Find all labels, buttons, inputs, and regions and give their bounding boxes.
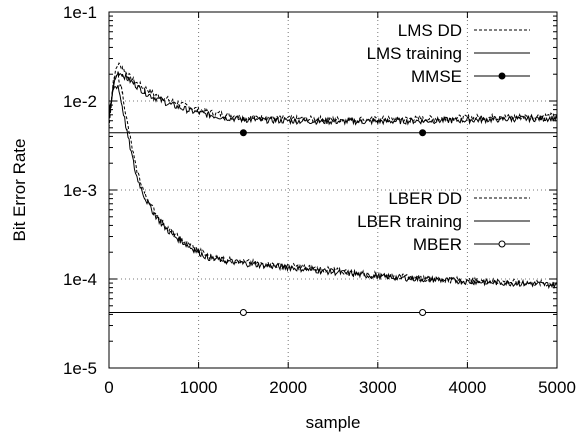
- y-tick-label: 1e-3: [63, 181, 97, 200]
- data-point-mber: [419, 309, 427, 317]
- legend-label-mber: MBER: [413, 235, 462, 254]
- legend: LMS DD LMS training MMSE LBER DD LBER traini…: [357, 21, 530, 254]
- axis-ticks: [108, 11, 558, 369]
- data-point-mber: [239, 309, 247, 317]
- x-tick-label: 1000: [180, 378, 218, 397]
- y-tick-label: 1e-1: [63, 3, 97, 22]
- legend-label-mmse: MMSE: [411, 67, 462, 86]
- legend-label-lber-dd: LBER DD: [388, 189, 462, 208]
- legend-marker-mmse: [498, 72, 506, 80]
- series-line-lber-dd: [108, 71, 558, 288]
- x-tick-label: 3000: [359, 378, 397, 397]
- y-tick-label: 1e-2: [63, 92, 97, 111]
- y-axis-title: Bit Error Rate: [10, 139, 29, 242]
- series-lines: [108, 62, 558, 313]
- x-tick-label: 4000: [448, 378, 486, 397]
- legend-marker-mber: [498, 240, 506, 248]
- data-point-mmse: [239, 129, 247, 137]
- y-tick-label: 1e-5: [63, 359, 97, 378]
- grid: [109, 12, 557, 368]
- legend-label-lms-training: LMS training: [367, 44, 462, 63]
- legend-label-lber-training: LBER training: [357, 212, 462, 231]
- x-tick-label: 0: [104, 378, 113, 397]
- y-tick-label: 1e-4: [63, 270, 97, 289]
- x-axis-title: sample: [306, 413, 361, 432]
- legend-label-lms-dd: LMS DD: [398, 21, 462, 40]
- data-point-mmse: [419, 129, 427, 137]
- series-line-lber-training: [108, 85, 558, 290]
- x-tick-label: 2000: [269, 378, 307, 397]
- x-tick-label: 5000: [538, 378, 576, 397]
- series-markers: [239, 129, 427, 317]
- axis-labels: 0 1000 2000 3000 4000 5000 1e-5 1e-4 1e-3 1e-2 1e-…: [63, 3, 576, 397]
- series-line-lms-training: [108, 71, 558, 126]
